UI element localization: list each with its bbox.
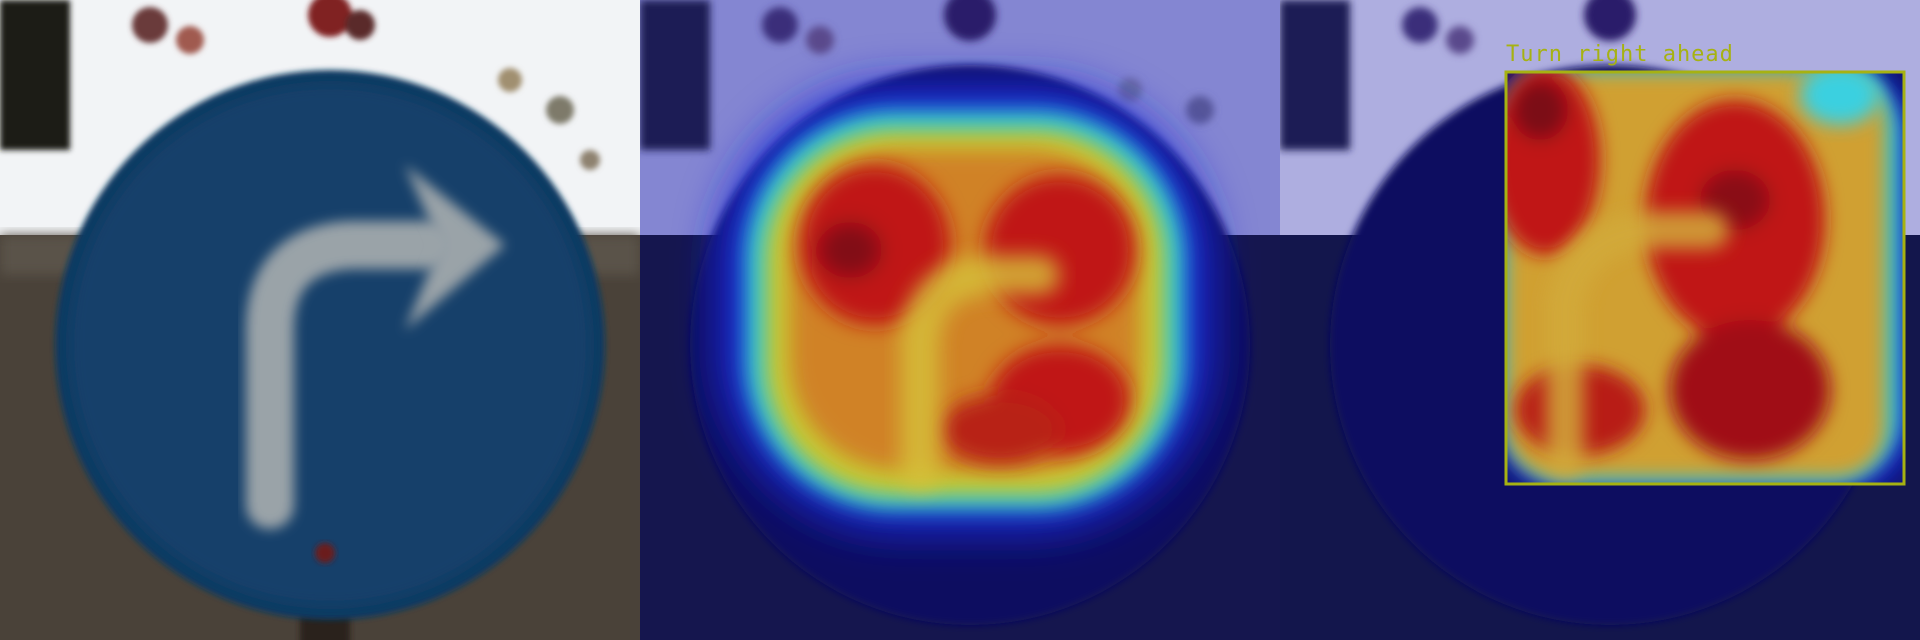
original-image <box>0 0 640 640</box>
detection-label: Turn right ahead <box>1506 42 1734 67</box>
detection-box <box>1504 70 1906 486</box>
heatmap-with-detection <box>1280 0 1920 640</box>
heatmap-overlay-panel <box>640 0 1280 640</box>
original-image-panel <box>0 0 640 640</box>
heatmap-overlay <box>640 0 1280 640</box>
detection-panel: Turn right ahead <box>1280 0 1920 640</box>
